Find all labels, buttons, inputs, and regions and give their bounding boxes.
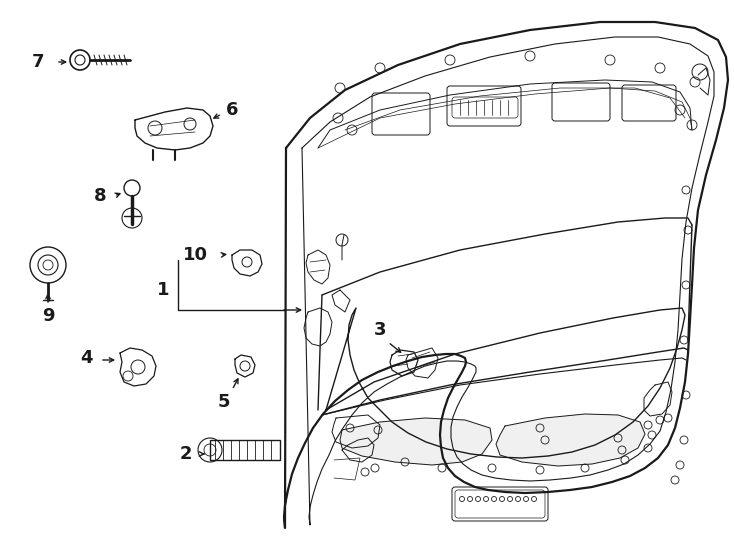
Polygon shape <box>332 290 350 312</box>
Polygon shape <box>135 108 213 150</box>
Polygon shape <box>120 348 156 386</box>
Text: 4: 4 <box>80 349 92 367</box>
Text: 3: 3 <box>374 321 386 339</box>
Text: 9: 9 <box>42 307 54 325</box>
Polygon shape <box>306 250 330 284</box>
Text: 2: 2 <box>180 445 192 463</box>
Polygon shape <box>644 382 672 416</box>
Text: 8: 8 <box>94 187 106 205</box>
Text: 1: 1 <box>157 281 170 299</box>
Bar <box>210 440 280 460</box>
Text: 5: 5 <box>218 393 230 411</box>
Polygon shape <box>496 414 645 466</box>
Polygon shape <box>340 418 492 465</box>
Polygon shape <box>406 348 438 378</box>
Text: 7: 7 <box>32 53 44 71</box>
Polygon shape <box>304 308 332 346</box>
Text: 6: 6 <box>226 101 239 119</box>
Polygon shape <box>235 355 255 377</box>
Polygon shape <box>332 415 380 448</box>
Text: 10: 10 <box>183 246 208 264</box>
Polygon shape <box>232 250 262 276</box>
Polygon shape <box>390 350 418 376</box>
